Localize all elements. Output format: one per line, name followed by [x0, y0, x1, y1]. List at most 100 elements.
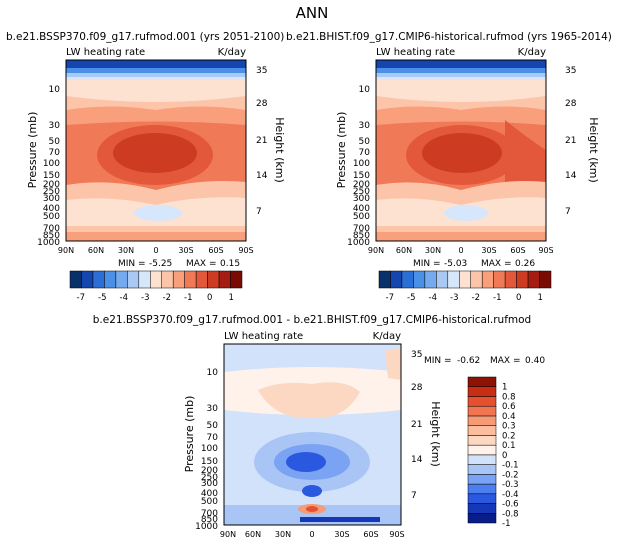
field-band-top-2: [66, 68, 246, 74]
panel-a-ylabel-right: Height (km): [273, 117, 286, 183]
field-band-top-1: [376, 60, 546, 70]
colorbar-swatch: [459, 270, 471, 289]
colorbar-swatch: [481, 270, 494, 289]
panel-diff: b.e21.BSSP370.f09_g17.rufmod.001 - b.e21…: [93, 314, 546, 539]
colorbar-swatch: [467, 444, 497, 456]
colorbar-swatch: [470, 270, 483, 289]
y-tick-label: 400: [43, 204, 60, 214]
y-tick-label: 1000: [195, 522, 218, 532]
panel-b-field: [376, 60, 546, 241]
field-mid-blue-core: [286, 452, 326, 472]
y-tick-label: 150: [353, 171, 370, 181]
colorbar-swatch: [81, 270, 94, 289]
panel-b-minmax: MIN = -5.03 MAX = 0.26: [413, 259, 535, 269]
field-lower-blue: [444, 205, 488, 221]
panel-b: b.e21.BHIST.f09_g17.CMIP6-historical.ruf…: [286, 31, 612, 303]
colorbar-swatch: [467, 425, 497, 436]
y-tick-label: 150: [201, 457, 218, 467]
y2-tick-label: 21: [256, 136, 267, 146]
y-tick-label: 400: [201, 489, 218, 499]
colorbar-swatch: [218, 270, 231, 289]
panel-a-xaxis: 90N 60N 30N 0 30S 60S 90S: [58, 246, 254, 255]
colorbar-swatch: [516, 270, 529, 289]
max-value: 0.26: [515, 259, 535, 269]
y2-tick-label: 7: [411, 491, 417, 501]
panel-a-units: K/day: [218, 47, 246, 58]
colorbar-swatch: [467, 454, 497, 465]
min-label: MIN =: [413, 259, 441, 269]
x-tick-label: 90N: [368, 246, 384, 255]
colorbar-label: -0.6: [502, 500, 519, 510]
panel-b-frame: [375, 59, 547, 242]
y-tick-label: 10: [49, 85, 61, 95]
field-band-mid: [376, 106, 546, 125]
panel-diff-title: b.e21.BSSP370.f09_g17.rufmod.001 - b.e21…: [93, 314, 531, 326]
field-band-upper-light: [66, 80, 246, 103]
y-tick-label: 300: [201, 479, 218, 489]
colorbar-label: 0: [207, 293, 212, 303]
panel-diff-y2axis: 35 28 21 14 7: [411, 350, 423, 501]
y-tick-label: 500: [43, 212, 60, 222]
colorbar-label: -5: [407, 293, 415, 303]
colorbar-swatch: [184, 270, 197, 289]
field-right-warm: [505, 120, 546, 200]
panel-b-title: b.e21.BHIST.f09_g17.CMIP6-historical.ruf…: [286, 31, 612, 43]
colorbar-label: 0.1: [502, 441, 516, 451]
field-sfc-warm-core: [306, 506, 318, 512]
panel-a-y2axis: 35 28 21 14 7: [256, 66, 268, 217]
colorbar-swatch: [467, 376, 497, 387]
y-tick-label: 200: [353, 180, 370, 190]
panel-b-xaxis: 90N 60N 30N 0 30S 60S 90S: [368, 246, 554, 255]
max-value: 0.15: [220, 259, 240, 269]
panel-diff-yaxis: 10 30 50 70 100 150 200 250 300 400 500 …: [195, 368, 218, 532]
max-label: MAX =: [186, 259, 217, 269]
y-tick-label: 70: [359, 148, 371, 158]
colorbar-swatch: [115, 270, 128, 289]
y2-tick-label: 7: [565, 207, 571, 217]
y-tick-label: 10: [359, 85, 371, 95]
y-tick-label: 70: [207, 433, 219, 443]
colorbar-label: -3: [450, 293, 458, 303]
colorbar-swatch: [467, 474, 497, 485]
field-upper-warm: [258, 382, 360, 419]
panel-diff-colorbar: 10.80.60.40.30.20.10-0.1-0.2-0.3-0.4-0.6…: [467, 376, 519, 529]
colorbar-swatch: [467, 483, 497, 495]
field-lower-blue: [134, 205, 182, 221]
colorbar-swatch: [230, 270, 243, 289]
panel-diff-frame: [223, 343, 402, 526]
colorbar-label: 0: [516, 293, 521, 303]
y-tick-label: 400: [353, 204, 370, 214]
colorbar-label: -4: [120, 293, 128, 303]
colorbar-label: 0.6: [502, 402, 516, 412]
colorbar-label: -0.1: [502, 461, 519, 471]
colorbar-label: 0.3: [502, 422, 516, 432]
y2-tick-label: 28: [565, 99, 577, 109]
x-tick-label: 60N: [396, 246, 412, 255]
panel-a-frame: [65, 59, 247, 242]
colorbar-label: -1: [184, 293, 192, 303]
field-sfc-2: [66, 232, 246, 241]
colorbar-label: -2: [472, 293, 480, 303]
colorbar-swatch: [467, 415, 497, 426]
colorbar-label: -4: [429, 293, 437, 303]
field-sfc-2: [376, 232, 546, 241]
y-tick-label: 500: [201, 497, 218, 507]
y-tick-label: 300: [353, 194, 370, 204]
colorbar-label: -2: [163, 293, 171, 303]
colorbar-swatch: [504, 270, 517, 289]
y2-tick-label: 21: [565, 136, 576, 146]
x-tick-label: 0: [309, 530, 314, 539]
y-tick-label: 200: [201, 466, 218, 476]
field-band-mid: [66, 106, 246, 125]
colorbar-label: -0.2: [502, 470, 519, 480]
y2-tick-label: 35: [565, 66, 576, 76]
y2-tick-label: 7: [256, 207, 262, 217]
panel-b-ylabel: Pressure (mb): [335, 112, 348, 189]
colorbar-label: -0.4: [502, 490, 519, 500]
x-tick-label: 30S: [481, 246, 496, 255]
y-tick-label: 30: [49, 121, 61, 131]
y2-tick-label: 14: [256, 171, 268, 181]
colorbar-label: -0.8: [502, 509, 519, 519]
y-tick-label: 10: [207, 368, 219, 378]
field-band-top-3: [376, 73, 546, 78]
